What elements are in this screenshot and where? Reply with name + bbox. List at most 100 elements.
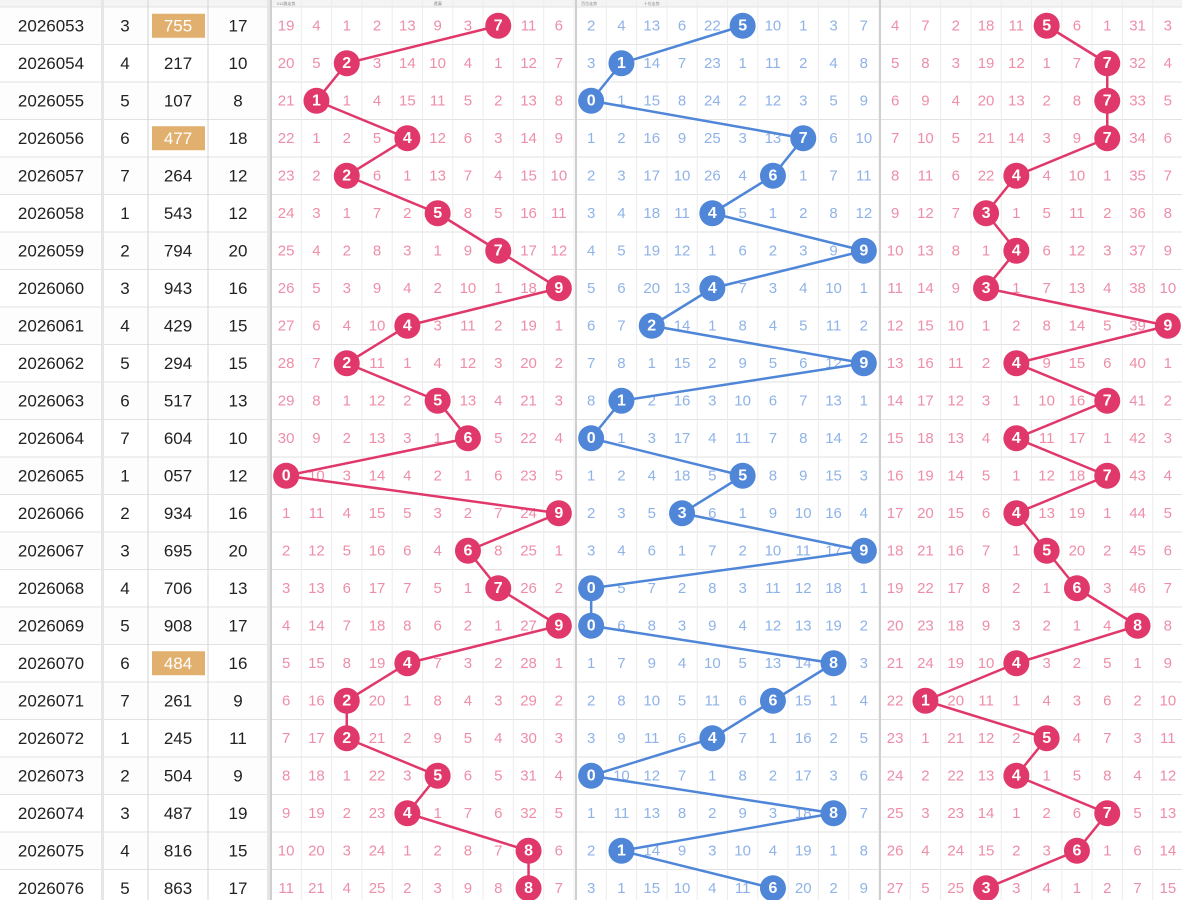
omission-value: 22: [520, 430, 537, 447]
omission-value: 7: [738, 730, 746, 747]
omission-value: 7: [1133, 880, 1141, 897]
omission-value: 6: [1103, 355, 1111, 372]
omission-value: 3: [494, 130, 502, 147]
number-ball-label: 1: [617, 842, 626, 859]
row-bg: [0, 532, 268, 570]
number-ball: [1033, 537, 1060, 564]
omission-value: 1: [1012, 467, 1020, 484]
trend-line: [1015, 437, 1108, 477]
omission-value: 4: [829, 55, 837, 72]
number-ball: [820, 650, 847, 677]
omission-value: 2: [678, 580, 686, 597]
week-cell: 2: [120, 766, 129, 785]
omission-value: 8: [799, 430, 807, 447]
zone-header-label: 百位走势: [581, 0, 597, 6]
issue-number: 2026066: [18, 504, 84, 523]
omission-value: 1: [1073, 617, 1081, 634]
omission-value: 23: [520, 467, 537, 484]
omission-value: 10: [460, 280, 477, 297]
issue-number: 2026058: [18, 204, 84, 223]
row-bg: [0, 569, 268, 607]
week-cell: 2: [120, 241, 129, 260]
omission-value: 21: [278, 92, 295, 109]
omission-value: 15: [825, 467, 842, 484]
number-ball-label: 4: [708, 280, 717, 297]
omission-value: 1: [433, 242, 441, 259]
issue-number: 2026075: [18, 841, 84, 860]
sum-cell: 17: [229, 616, 248, 635]
omission-value: 2: [799, 205, 807, 222]
omission-value: 2: [648, 392, 656, 409]
omission-value: 9: [617, 730, 625, 747]
omission-value: 7: [678, 55, 686, 72]
omission-value: 14: [1008, 130, 1025, 147]
draw-number: 517: [164, 391, 192, 410]
omission-value: 4: [921, 842, 929, 859]
sum-cell: 16: [229, 504, 248, 523]
omission-value: 6: [1073, 805, 1081, 822]
sum-cell: 8: [233, 91, 242, 110]
issue-number: 2026073: [18, 766, 84, 785]
number-ball-label: 9: [859, 355, 868, 372]
omission-value: 21: [947, 730, 964, 747]
omission-value: 20: [978, 92, 995, 109]
trend-line: [621, 849, 774, 890]
omission-value: 6: [1073, 17, 1081, 34]
number-ball: [485, 12, 512, 39]
sum-cell: 17: [229, 16, 248, 35]
omission-value: 6: [708, 505, 716, 522]
week-cell: 3: [120, 541, 129, 560]
omission-value: 38: [1129, 280, 1146, 297]
omission-value: 2: [860, 617, 868, 634]
omission-value: 7: [343, 617, 351, 634]
omission-value: 4: [617, 205, 625, 222]
sum-cell: 15: [229, 841, 248, 860]
number-ball-label: 4: [1012, 767, 1021, 784]
omission-value: 1: [343, 17, 351, 34]
draw-number: 487: [164, 804, 192, 823]
omission-value: 13: [917, 242, 934, 259]
omission-value: 24: [278, 205, 295, 222]
omission-value: 2: [1073, 655, 1081, 672]
omission-value: 1: [829, 842, 837, 859]
omission-value: 6: [494, 805, 502, 822]
omission-value: 1: [1073, 880, 1081, 897]
omission-value: 45: [1129, 542, 1146, 559]
omission-value: 2: [403, 392, 411, 409]
omission-value: 3: [1133, 730, 1141, 747]
number-ball: [608, 837, 635, 864]
omission-value: 5: [617, 242, 625, 259]
omission-value: 1: [860, 392, 868, 409]
omission-value: 6: [617, 280, 625, 297]
omission-value: 8: [312, 392, 320, 409]
draw-number: 429: [164, 316, 192, 335]
draw-number: 604: [164, 429, 192, 448]
omission-value: 14: [978, 805, 995, 822]
number-ball-label: 8: [524, 842, 533, 859]
omission-value: 7: [312, 355, 320, 372]
omission-value: 15: [978, 842, 995, 859]
omission-value: 1: [587, 467, 595, 484]
omission-value: 8: [982, 580, 990, 597]
omission-value: 1: [799, 167, 807, 184]
omission-value: 1: [282, 505, 290, 522]
omission-value: 13: [643, 17, 660, 34]
omission-value: 5: [312, 55, 320, 72]
omission-value: 11: [551, 205, 567, 222]
omission-value: 3: [829, 17, 837, 34]
omission-value: 7: [648, 580, 656, 597]
number-ball-label: 7: [1103, 55, 1112, 72]
sum-cell: 16: [229, 279, 248, 298]
omission-value: 19: [643, 242, 660, 259]
trend-line: [407, 624, 560, 665]
trend-line: [712, 212, 865, 252]
omission-value: 1: [1103, 430, 1111, 447]
omission-value: 7: [617, 317, 625, 334]
omission-value: 3: [1042, 655, 1050, 672]
omission-value: 4: [464, 692, 472, 709]
omission-value: 9: [799, 467, 807, 484]
omission-value: 3: [587, 730, 595, 747]
number-ball: [973, 875, 1000, 900]
trend-line: [590, 549, 865, 590]
omission-value: 17: [308, 730, 325, 747]
